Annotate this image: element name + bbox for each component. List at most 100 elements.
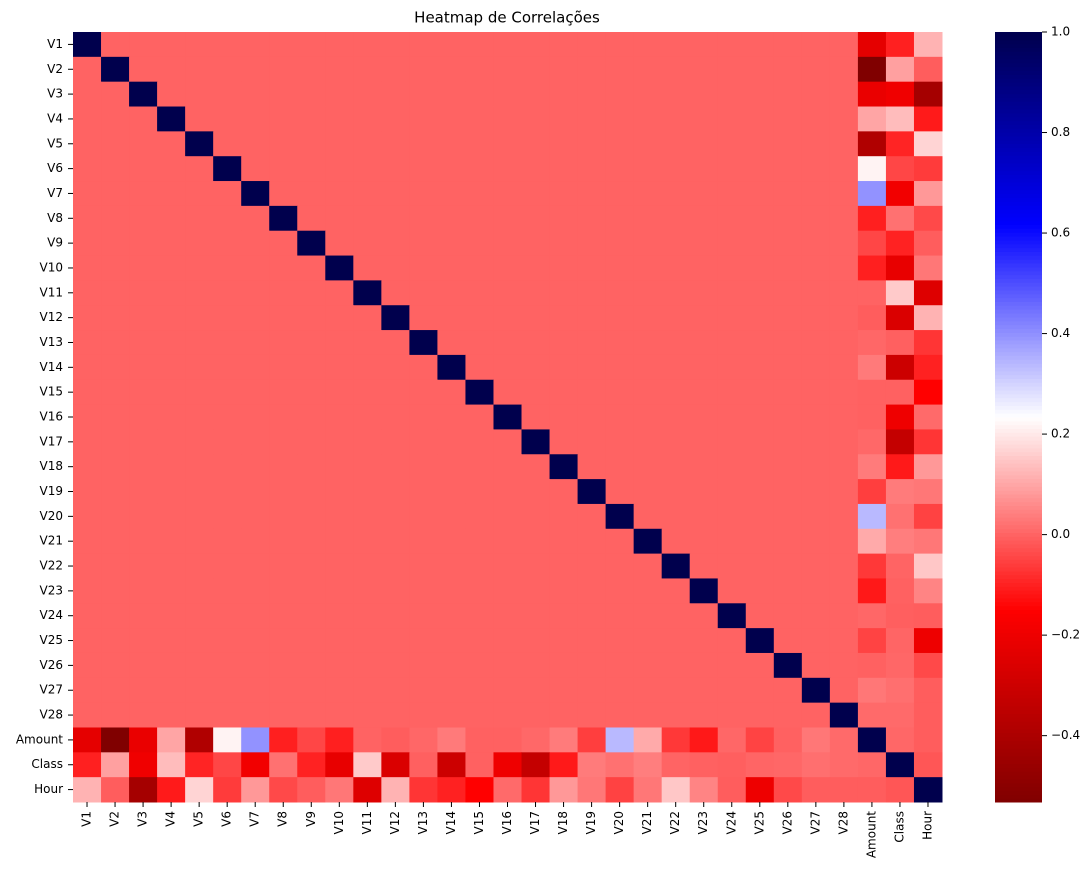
heatmap-cell	[73, 752, 102, 778]
heatmap-cell	[493, 528, 523, 555]
heatmap-cell	[745, 578, 775, 604]
heatmap-cell	[101, 330, 130, 356]
heatmap-cell	[213, 479, 242, 505]
heatmap-cell	[185, 305, 214, 331]
colorbar-segment	[995, 255, 1042, 260]
heatmap-cell	[129, 503, 158, 530]
heatmap-cell	[101, 752, 130, 778]
heatmap-cell	[493, 777, 523, 803]
colorbar-segment	[995, 282, 1042, 287]
heatmap-cell	[213, 32, 242, 58]
heatmap-cell	[353, 131, 382, 157]
heatmap-cell	[633, 81, 663, 108]
heatmap-cell	[409, 454, 438, 480]
heatmap-cell	[73, 553, 102, 579]
colorbar-segment	[995, 547, 1042, 553]
heatmap-cell	[521, 454, 551, 480]
heatmap-cell	[297, 578, 326, 604]
heatmap-cell	[577, 503, 607, 530]
heatmap-cell	[549, 230, 579, 257]
heatmap-cell	[129, 727, 158, 753]
heatmap-cell	[465, 255, 494, 281]
heatmap-cell	[661, 503, 691, 530]
heatmap-cell	[493, 503, 523, 530]
colorbar-segment	[995, 193, 1042, 199]
heatmap-cell	[857, 181, 887, 207]
heatmap-cell	[353, 404, 382, 430]
heatmap-cell	[157, 354, 186, 381]
heatmap-cell	[409, 379, 438, 406]
heatmap-cell	[857, 454, 887, 480]
heatmap-cell	[633, 379, 663, 406]
heatmap-cell	[297, 354, 326, 381]
heatmap-cell	[101, 156, 130, 182]
colorbar-segment	[995, 678, 1042, 684]
heatmap-cell	[241, 379, 270, 406]
colorbar-segment	[995, 767, 1042, 772]
heatmap-cell	[269, 32, 298, 58]
heatmap-cell	[129, 280, 158, 306]
heatmap-cell	[129, 553, 158, 579]
heatmap-cell	[185, 603, 214, 629]
heatmap-cell	[829, 404, 859, 430]
heatmap-cell	[661, 628, 691, 654]
heatmap-cell	[297, 32, 326, 58]
heatmap-cell	[661, 305, 691, 331]
heatmap-cell	[521, 677, 551, 704]
heatmap-cell	[773, 255, 803, 281]
heatmap-cell	[857, 404, 887, 430]
heatmap-cell	[241, 131, 270, 157]
colorbar-segment	[995, 243, 1042, 249]
heatmap-cell	[73, 56, 102, 83]
heatmap-cell	[353, 32, 382, 58]
heatmap-cell	[661, 752, 691, 778]
heatmap-cell	[493, 652, 523, 679]
heatmap-cell	[437, 181, 466, 207]
colorbar-segment	[995, 648, 1042, 653]
heatmap-cell	[605, 379, 635, 406]
heatmap-cell	[129, 777, 158, 803]
heatmap-cell	[157, 255, 186, 281]
heatmap-cell	[717, 56, 747, 83]
colorbar-segment	[995, 613, 1042, 618]
heatmap-cell	[493, 429, 523, 455]
heatmap-cell	[437, 603, 466, 629]
colorbar-segment	[995, 251, 1042, 256]
heatmap-cell	[157, 702, 186, 728]
heatmap-cell	[101, 181, 130, 207]
heatmap-cell	[493, 628, 523, 654]
heatmap-cell	[353, 205, 382, 232]
heatmap-cell	[185, 677, 214, 704]
heatmap-cell	[409, 702, 438, 728]
heatmap-cell	[577, 354, 607, 381]
heatmap-cell	[269, 752, 298, 778]
heatmap-cell	[885, 56, 915, 83]
colorbar-segment	[995, 621, 1042, 626]
heatmap-cell	[801, 280, 831, 306]
heatmap-cell	[437, 354, 466, 381]
heatmap-cell	[801, 528, 831, 555]
heatmap-cell	[381, 752, 410, 778]
heatmap-cell	[409, 305, 438, 331]
heatmap-cell	[689, 230, 719, 257]
heatmap-cell	[213, 454, 242, 480]
heatmap-cell	[297, 702, 326, 728]
heatmap-cell	[241, 479, 270, 505]
heatmap-cell	[549, 429, 579, 455]
heatmap-cell	[521, 131, 551, 157]
heatmap-cell	[913, 752, 943, 778]
heatmap-cell	[633, 752, 663, 778]
heatmap-cell	[241, 305, 270, 331]
heatmap-cell	[437, 305, 466, 331]
heatmap-cell	[185, 81, 214, 108]
colorbar-segment	[995, 744, 1042, 749]
heatmap-cell	[129, 479, 158, 505]
heatmap-cell	[521, 305, 551, 331]
heatmap-cell	[465, 205, 494, 232]
heatmap-cell	[73, 503, 102, 530]
colorbar-segment	[995, 378, 1042, 383]
heatmap-cell	[185, 429, 214, 455]
heatmap-cell	[185, 205, 214, 232]
heatmap-cell	[829, 230, 859, 257]
heatmap-cell	[521, 280, 551, 306]
